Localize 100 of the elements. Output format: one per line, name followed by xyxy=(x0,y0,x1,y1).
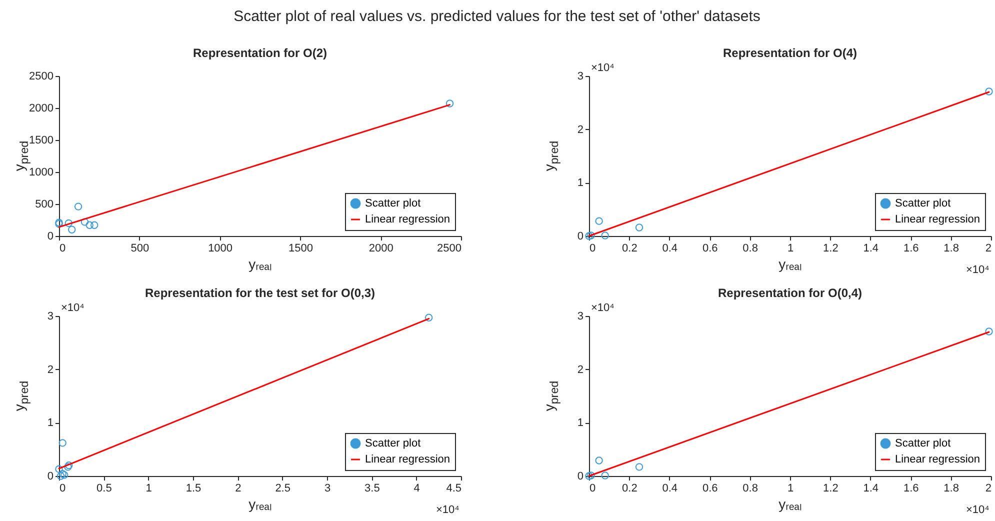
legend-label: Linear regression xyxy=(365,454,450,466)
y-tick-label: 1 xyxy=(577,417,584,430)
y-tick-label: 3 xyxy=(47,310,54,322)
point xyxy=(635,224,644,232)
x-tick-label: 1.4 xyxy=(863,482,879,494)
x-axis-title: yᵣₑₐₗ xyxy=(248,495,272,513)
legend-label: Linear regression xyxy=(895,454,980,466)
x-tick-label: 1.6 xyxy=(903,482,919,494)
text: ×10⁴ xyxy=(61,302,84,314)
x-tick-label: 500 xyxy=(130,242,150,254)
chart-title: Representation for O(0,4) xyxy=(718,286,862,300)
point xyxy=(68,226,76,234)
x-axis-title: yᵣₑₐₗ xyxy=(778,255,802,273)
point xyxy=(80,218,89,226)
x-tick-label: 1500 xyxy=(288,242,313,254)
point xyxy=(635,463,644,471)
y-tick-label: 1 xyxy=(577,177,584,190)
y-tick-label: 0 xyxy=(47,230,54,242)
point xyxy=(64,463,72,471)
legend-label: Linear regression xyxy=(895,214,980,226)
x-tick-label: 0.2 xyxy=(622,242,638,254)
point xyxy=(58,470,66,478)
point xyxy=(424,314,433,322)
point xyxy=(58,439,66,447)
x-tick-label: 1 xyxy=(787,242,794,254)
y-tick-label: 2000 xyxy=(29,102,54,114)
x-tick-label: 1.4 xyxy=(863,242,879,254)
x-tick-label: 0.8 xyxy=(742,242,758,254)
x-tick-label: 1.2 xyxy=(823,242,838,254)
x-tick-label: 1.2 xyxy=(823,482,838,494)
text: Scatter plot of real values vs. predicted values for the test set of 'other' datasets xyxy=(234,8,760,25)
x-tick-label: 0.4 xyxy=(662,242,678,254)
y-tick-label: 500 xyxy=(35,198,54,210)
point xyxy=(86,221,94,229)
point xyxy=(90,221,98,229)
x-tick-label: 1.5 xyxy=(186,482,202,494)
x-tick-label: 1 xyxy=(146,482,152,494)
point xyxy=(601,232,609,240)
y-tick-label: 2 xyxy=(577,364,584,376)
text: ×10⁴ xyxy=(966,504,990,516)
x-tick-label: 3.5 xyxy=(364,482,380,494)
text: ×10⁴ xyxy=(436,504,460,516)
point xyxy=(595,217,603,225)
x-tick-label: 1.8 xyxy=(944,482,959,494)
x-tick-label: 0 xyxy=(60,482,66,494)
x-tick-label: 2500 xyxy=(437,242,462,254)
x-tick-label: 2 xyxy=(235,482,242,494)
x-tick-label: 0.2 xyxy=(622,482,638,494)
x-tick-label: 0.4 xyxy=(662,482,678,494)
chart-title: Representation for O(4) xyxy=(722,46,858,60)
y-tick-label: 0 xyxy=(47,470,54,482)
y-tick-label: 2500 xyxy=(29,70,54,82)
point xyxy=(55,465,63,473)
x-axis-title: yᵣₑₐₗ xyxy=(248,255,272,273)
x-tick-label: 1.8 xyxy=(944,242,959,254)
y-tick-label: 0 xyxy=(577,230,584,242)
x-tick-label: 0 xyxy=(590,482,596,494)
text: ×10⁴ xyxy=(591,62,614,74)
x-tick-label: 0.8 xyxy=(742,482,758,494)
y-tick-label: 3 xyxy=(577,310,584,322)
y-tick-label: 1 xyxy=(47,417,54,430)
legend-label: Scatter plot xyxy=(895,438,951,450)
x-tick-label: 1000 xyxy=(208,242,233,254)
text: ×10⁴ xyxy=(966,264,990,276)
legend-label: Scatter plot xyxy=(365,438,421,450)
point xyxy=(985,328,993,336)
point xyxy=(446,100,454,108)
x-tick-label: 1 xyxy=(787,482,794,494)
point xyxy=(74,202,82,210)
legend-label: Scatter plot xyxy=(365,198,421,210)
point xyxy=(595,456,603,464)
x-axis-title: yᵣₑₐₗ xyxy=(778,495,802,513)
x-tick-label: 0 xyxy=(60,242,66,254)
x-tick-label: 2 xyxy=(985,242,992,254)
y-tick-label: 1500 xyxy=(29,134,54,146)
y-tick-label: 3 xyxy=(577,70,584,82)
x-tick-label: 2 xyxy=(985,482,992,494)
y-tick-label: 1000 xyxy=(29,166,54,178)
point xyxy=(64,219,72,228)
x-tick-label: 2.5 xyxy=(275,482,290,494)
x-tick-label: 0.6 xyxy=(702,482,718,494)
x-tick-label: 3 xyxy=(324,482,331,494)
legend-label: Linear regression xyxy=(365,214,450,226)
x-tick-label: 0.5 xyxy=(96,482,112,494)
x-tick-label: 1.6 xyxy=(903,242,919,254)
x-tick-label: 0 xyxy=(590,242,596,254)
y-tick-label: 0 xyxy=(577,470,584,482)
chart-title: Representation for the test set for O(0,3) xyxy=(144,286,376,300)
chart-title: Representation for O(2) xyxy=(192,46,328,60)
point xyxy=(64,461,73,470)
point xyxy=(601,472,609,480)
text: ×10⁴ xyxy=(591,302,614,314)
x-tick-label: 2000 xyxy=(368,242,394,254)
x-tick-label: 0.6 xyxy=(702,242,718,254)
x-tick-label: 4 xyxy=(414,482,420,494)
point xyxy=(985,88,993,96)
y-tick-label: 2 xyxy=(47,364,54,376)
point xyxy=(56,472,65,480)
y-tick-label: 2 xyxy=(577,124,584,136)
x-tick-label: 4.5 xyxy=(446,482,462,494)
